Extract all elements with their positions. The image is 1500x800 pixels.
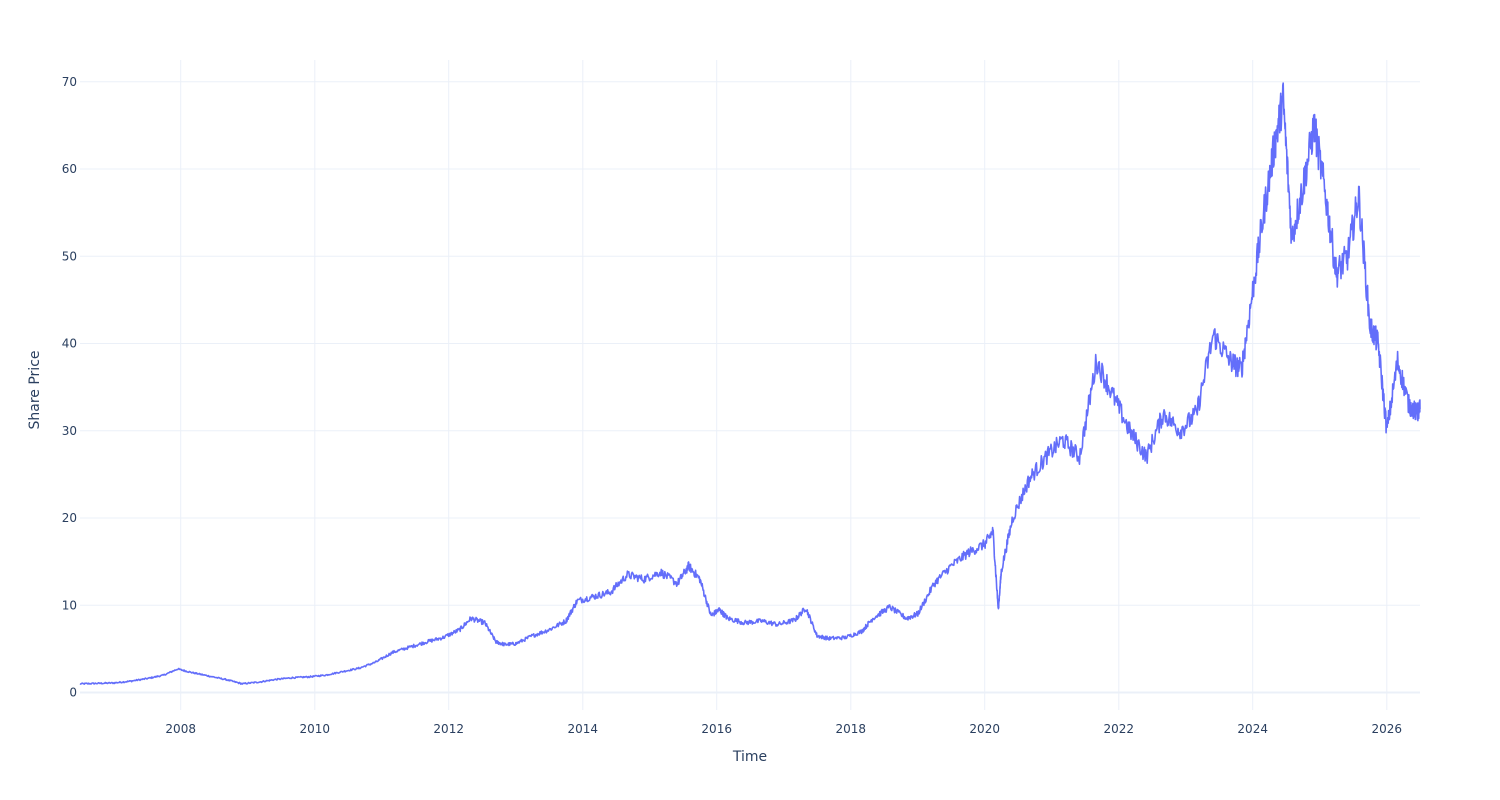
y-tick-label: 20 <box>62 511 77 525</box>
y-tick-label: 40 <box>62 337 77 351</box>
x-tick-label: 2022 <box>1104 722 1135 736</box>
x-tick-label: 2024 <box>1237 722 1268 736</box>
x-tick-label: 2020 <box>969 722 1000 736</box>
y-axis-title: Share Price <box>27 350 43 429</box>
x-tick-label: 2012 <box>433 722 464 736</box>
y-tick-label: 0 <box>69 686 77 700</box>
x-tick-label: 2016 <box>701 722 732 736</box>
x-tick-label: 2010 <box>300 722 331 736</box>
x-tick-label: 2026 <box>1372 722 1403 736</box>
y-tick-label: 60 <box>62 162 77 176</box>
x-tick-label: 2008 <box>165 722 196 736</box>
x-tick-label: 2014 <box>568 722 599 736</box>
plot-area <box>79 82 1421 685</box>
y-tick-label: 10 <box>62 598 77 612</box>
x-tick-label: 2018 <box>836 722 867 736</box>
x-axis: 2008 2010 2012 2014 2016 2018 2020 2022 2024 2026 <box>165 722 1402 736</box>
x-axis-title: Time <box>732 749 767 765</box>
y-tick-label: 50 <box>62 249 77 263</box>
grid <box>80 60 1420 710</box>
share-price-line <box>79 82 1421 685</box>
y-axis: 0 10 20 30 40 50 60 70 <box>62 75 77 700</box>
y-tick-label: 70 <box>62 75 77 89</box>
y-tick-label: 30 <box>62 424 77 438</box>
